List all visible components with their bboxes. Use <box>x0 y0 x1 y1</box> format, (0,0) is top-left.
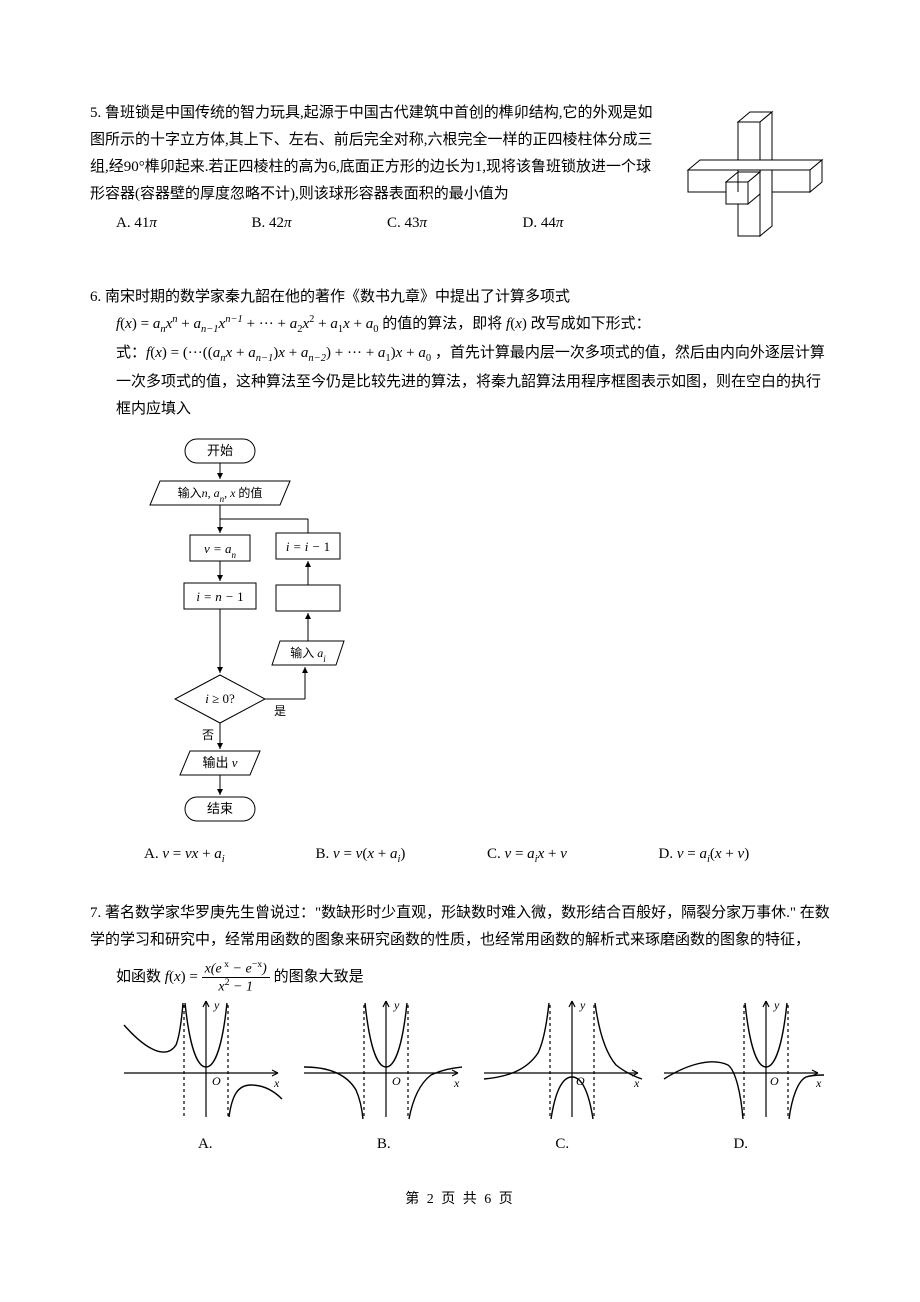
q7-text: 著名数学家华罗庚先生曾说过："数缺形时少直观，形缺数时难入微，数形结合百般好，隔… <box>90 905 830 948</box>
svg-text:i ≥ 0?: i ≥ 0? <box>205 691 235 706</box>
q6-text-before: 南宋时期的数学家秦九韶在他的著作《数书九章》中提出了计算多项式 <box>105 289 570 305</box>
q7-graph-c: O x y <box>476 995 650 1125</box>
svg-text:输入n, an, x 的值: 输入n, an, x 的值 <box>178 485 263 504</box>
q7-formula-prefix: 如函数 <box>116 969 165 985</box>
svg-text:x: x <box>273 1076 280 1090</box>
q7-label-c: C. <box>473 1131 652 1158</box>
q5-option-a: A. 41π <box>116 210 252 237</box>
q6-text-mid2: 改写成如下形式： <box>531 316 651 332</box>
q7-formula-suffix: 的图象大致是 <box>274 969 364 985</box>
svg-text:y: y <box>213 998 220 1012</box>
svg-text:输出 v: 输出 v <box>202 755 237 770</box>
svg-text:输入 ai: 输入 ai <box>290 645 326 664</box>
q5-option-c: C. 43π <box>387 210 523 237</box>
q7-label-d: D. <box>652 1131 831 1158</box>
page-footer: 第 2 页 共 6 页 <box>90 1188 830 1208</box>
svg-text:O: O <box>392 1074 401 1088</box>
svg-text:开始: 开始 <box>207 443 233 458</box>
svg-text:y: y <box>773 998 780 1012</box>
q5-text: 鲁班锁是中国传统的智力玩具,起源于中国古代建筑中首创的榫卯结构,它的外观是如图所… <box>90 105 653 202</box>
svg-text:i = i − 1: i = i − 1 <box>286 539 330 554</box>
q5-option-d: D. 44π <box>523 210 659 237</box>
q6-option-c: C. v = aix + v <box>487 841 659 870</box>
svg-text:v = an: v = an <box>204 541 237 560</box>
q5-option-b: B. 42π <box>252 210 388 237</box>
svg-text:O: O <box>770 1074 779 1088</box>
q6-number: 6. <box>90 284 101 311</box>
page-container: 5. 鲁班锁是中国传统的智力玩具,起源于中国古代建筑中首创的榫卯结构,它的外观是… <box>0 0 920 1248</box>
q7-graph-b: O x y <box>296 995 470 1125</box>
q6-option-a: A. v = vx + ai <box>144 841 316 870</box>
flowchart: 开始 输入n, an, x 的值 v = an i = n − 1 <box>90 433 830 833</box>
q7-graphs: O x y <box>90 995 830 1125</box>
question-5: 5. 鲁班锁是中国传统的智力玩具,起源于中国古代建筑中首创的榫卯结构,它的外观是… <box>90 100 830 254</box>
question-6: 6. 南宋时期的数学家秦九韶在他的著作《数书九章》中提出了计算多项式 f(x) … <box>90 284 830 870</box>
svg-text:y: y <box>393 998 400 1012</box>
q6-option-d: D. v = ai(x + v) <box>659 841 831 870</box>
q6-option-b: B. v = v(x + ai) <box>316 841 488 870</box>
q7-graph-d: O x y <box>656 995 830 1125</box>
svg-text:y: y <box>579 998 586 1012</box>
svg-text:x: x <box>815 1076 822 1090</box>
svg-text:否: 否 <box>202 728 214 742</box>
question-7: 7. 著名数学家华罗庚先生曾说过："数缺形时少直观，形缺数时难入微，数形结合百般… <box>90 900 830 1158</box>
q7-label-a: A. <box>116 1131 295 1158</box>
svg-text:x: x <box>453 1076 460 1090</box>
svg-text:结束: 结束 <box>207 801 233 816</box>
q6-text-mid1: 的值的算法，即将 <box>382 316 506 332</box>
q5-number: 5. <box>90 100 101 127</box>
svg-text:O: O <box>212 1074 221 1088</box>
svg-text:是: 是 <box>274 704 286 718</box>
q7-number: 7. <box>90 900 101 927</box>
q7-label-b: B. <box>295 1131 474 1158</box>
luban-lock-figure <box>670 100 830 254</box>
q7-graph-a: O x y <box>116 995 290 1125</box>
svg-text:i = n − 1: i = n − 1 <box>196 589 243 604</box>
